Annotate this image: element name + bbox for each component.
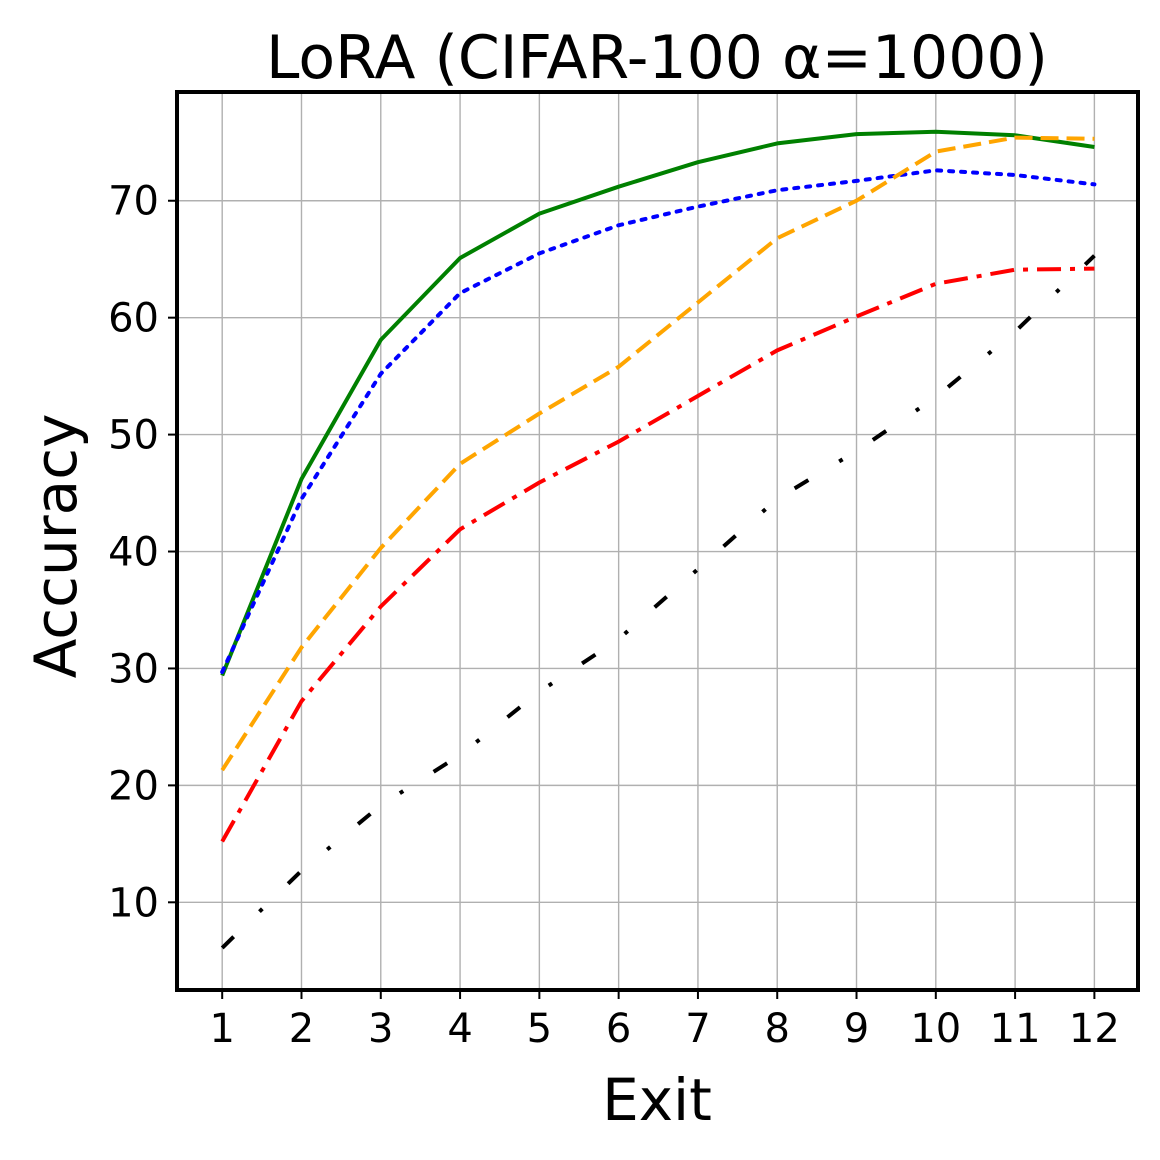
x-tick-label: 10 xyxy=(910,1006,961,1052)
series-line-green-solid xyxy=(220,129,1095,677)
grid xyxy=(177,92,1138,990)
x-tick-label: 4 xyxy=(447,1006,472,1052)
y-axis-label: Accuracy xyxy=(22,414,90,679)
x-tick-label: 8 xyxy=(765,1006,790,1052)
y-tick-label: 60 xyxy=(108,296,159,342)
y-tick-label: 40 xyxy=(108,530,159,576)
y-tick-label: 30 xyxy=(108,646,159,692)
series-line-orange-dashed xyxy=(220,135,1095,772)
x-tick-label: 6 xyxy=(606,1006,631,1052)
series-line-red-dashdot xyxy=(220,266,1095,843)
y-tick-label: 50 xyxy=(108,413,159,459)
chart-title: LoRA (CIFAR-100 α=1000) xyxy=(266,23,1048,93)
x-tick-label: 9 xyxy=(844,1006,869,1052)
x-axis-label: Exit xyxy=(602,1066,712,1134)
series-line-blue-dotted xyxy=(220,168,1097,674)
x-tick-label: 7 xyxy=(685,1006,710,1052)
plot-frame xyxy=(175,90,1140,992)
x-tick-label: 11 xyxy=(990,1006,1041,1052)
y-tick-label: 70 xyxy=(108,179,159,225)
x-tick-label: 3 xyxy=(368,1006,393,1052)
y-tick-label: 20 xyxy=(108,763,159,809)
x-tick-label: 1 xyxy=(209,1006,234,1052)
x-tick-label: 2 xyxy=(289,1006,314,1052)
series-layer xyxy=(220,129,1097,950)
series-line-black-loosely-dashdot xyxy=(220,254,1096,950)
x-tick-label: 5 xyxy=(527,1006,552,1052)
y-tick-label: 10 xyxy=(108,880,159,926)
x-tick-label: 12 xyxy=(1069,1006,1120,1052)
